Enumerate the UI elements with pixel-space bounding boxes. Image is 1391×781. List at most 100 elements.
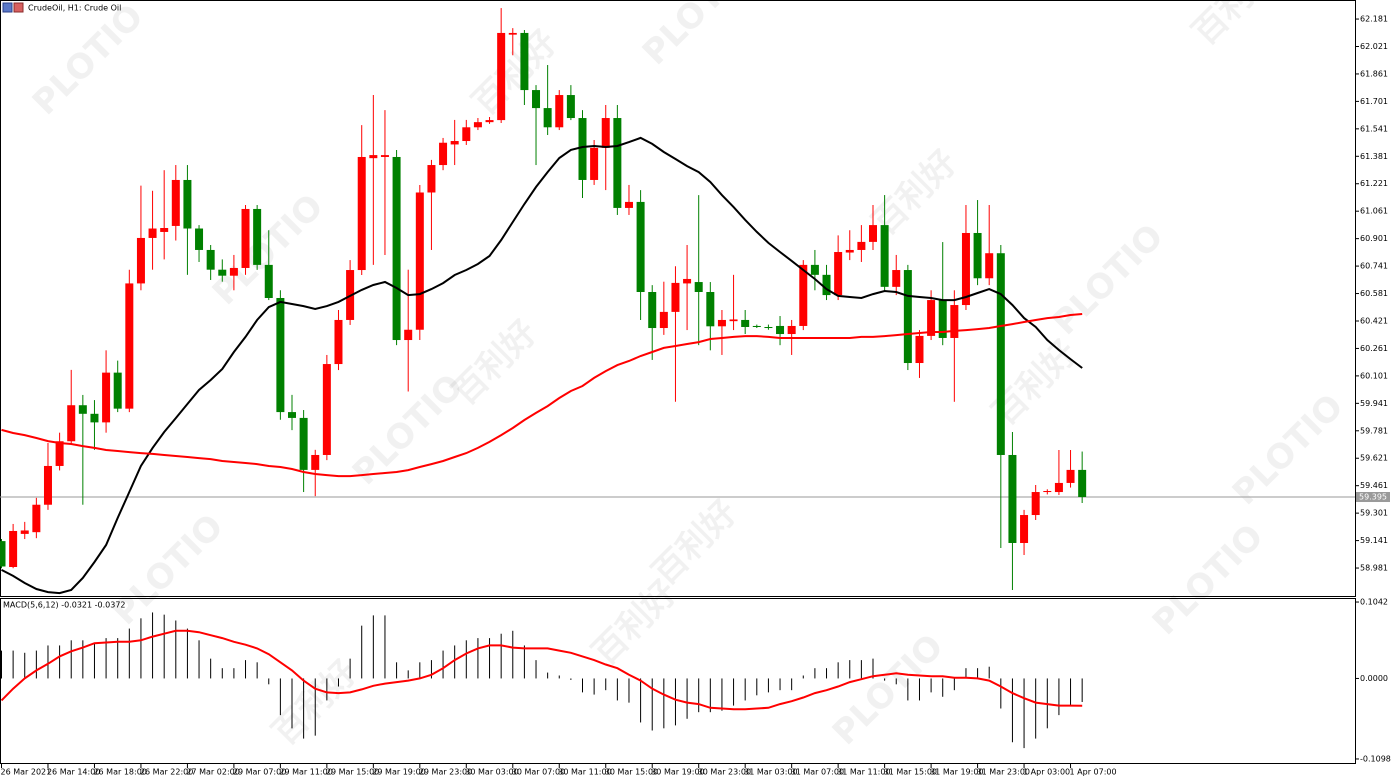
candle-body: [1078, 469, 1087, 498]
y-tick-label: 61.701: [1360, 97, 1388, 106]
candle-body: [694, 282, 703, 292]
y-tick-label: 0.1042: [1360, 598, 1388, 607]
moving-average: [1, 136, 1083, 595]
icon-part: [2, 2, 13, 13]
y-tick-label: 60.741: [1360, 262, 1388, 271]
candle-body: [253, 208, 262, 265]
candle-body: [706, 291, 715, 327]
y-tick-label: 59.941: [1360, 399, 1388, 408]
y-tick-label: 62.181: [1360, 15, 1388, 24]
x-tick-label: 30 Mar 03:00: [465, 768, 518, 777]
candle-body: [648, 291, 657, 329]
candle-body: [857, 241, 866, 250]
candle-body: [566, 95, 575, 119]
candle-body: [799, 264, 808, 326]
symbol-icon: [2, 2, 24, 13]
candle-body: [473, 122, 482, 128]
y-tick-label: 0.0000: [1360, 674, 1388, 683]
chart-title: CrudeOil, H1: Crude Oil: [28, 4, 121, 13]
y-tick-label: -0.1098: [1360, 754, 1391, 763]
candle-body: [380, 155, 389, 157]
candle-body: [497, 32, 506, 121]
candle-body: [636, 201, 645, 292]
candle-body: [985, 253, 994, 279]
candle-body: [439, 142, 448, 166]
x-tick-label: 30 Mar 15:00: [605, 768, 658, 777]
candle-body: [717, 319, 726, 327]
candle-body: [55, 441, 64, 466]
candle-body: [822, 274, 831, 296]
x-tick-label: 30 Mar 07:00: [512, 768, 565, 777]
candle-body: [276, 298, 285, 413]
candle-body: [392, 156, 401, 341]
candle-body: [322, 364, 331, 455]
candle-body: [880, 225, 889, 287]
candle-body: [776, 325, 785, 335]
y-tick-label: 59.141: [1360, 536, 1388, 545]
candle-body: [357, 156, 366, 271]
x-tick-label: 31 Mar 15:00: [884, 768, 937, 777]
x-tick-label: 29 Mar 23:00: [419, 768, 472, 777]
candle-body: [311, 454, 320, 470]
candle-body: [264, 264, 273, 298]
macd-title: MACD(5,6,12) -0.0321 -0.0372: [3, 601, 126, 610]
y-tick-label: 62.021: [1360, 42, 1388, 51]
candle-body: [90, 413, 99, 423]
candle-body: [973, 232, 982, 279]
x-tick-label: 26 Mar 18:00: [93, 768, 146, 777]
candle-body: [834, 252, 843, 296]
candle-body: [1031, 492, 1040, 516]
candle-body: [683, 278, 692, 284]
y-tick-label: 59.301: [1360, 509, 1388, 518]
candle-body: [659, 311, 668, 329]
x-tick-label: 31 Mar 23:00: [977, 768, 1030, 777]
candle-body: [671, 282, 680, 312]
candle-body: [1020, 515, 1029, 543]
candle-body: [404, 329, 413, 341]
x-tick-label: 26 Mar 14:00: [47, 768, 100, 777]
candle-body: [160, 228, 169, 232]
candle-body: [462, 127, 471, 142]
candle-body: [136, 237, 145, 284]
candle-body: [67, 405, 76, 442]
y-tick-label: 59.621: [1360, 454, 1388, 463]
y-tick-label: 59.781: [1360, 426, 1388, 435]
candle-body: [43, 465, 52, 505]
icon-part: [13, 2, 24, 13]
candle-body: [764, 326, 773, 329]
candle-body: [102, 372, 111, 423]
candle-body: [20, 530, 29, 534]
candle-body: [195, 228, 204, 250]
candle-body: [927, 300, 936, 336]
x-tick-label: 29 Mar 07:00: [233, 768, 286, 777]
candle-body: [427, 165, 436, 193]
x-tick-label: 31 Mar 11:00: [837, 768, 890, 777]
signal-line: [0, 629, 1083, 711]
candle-body: [171, 179, 180, 226]
y-tick-label: 59.461: [1360, 481, 1388, 490]
candle-body: [741, 319, 750, 327]
candle-body: [520, 32, 529, 91]
candle-body: [334, 319, 343, 365]
x-tick-label: 26 Mar 22:00: [140, 768, 193, 777]
y-tick-label: 60.261: [1360, 344, 1388, 353]
x-tick-label: 30 Mar 11:00: [558, 768, 611, 777]
candle-body: [1008, 454, 1017, 543]
y-tick-label: 60.581: [1360, 289, 1388, 298]
candle-body: [9, 530, 18, 568]
x-tick-label: 31 Mar 19:00: [930, 768, 983, 777]
x-tick-label: 31 Mar 07:00: [791, 768, 844, 777]
candle-body: [578, 118, 587, 180]
candle-body: [915, 335, 924, 364]
x-tick-label: 29 Mar 19:00: [372, 768, 425, 777]
candle-body: [299, 417, 308, 470]
candle-body: [729, 319, 738, 322]
candle-body: [938, 300, 947, 338]
candle-body: [869, 225, 877, 242]
candle-body: [532, 90, 541, 109]
candle-body: [1054, 482, 1063, 493]
x-tick-label: 1 Apr 03:00: [1023, 768, 1070, 777]
moving-average: [1, 313, 1083, 478]
